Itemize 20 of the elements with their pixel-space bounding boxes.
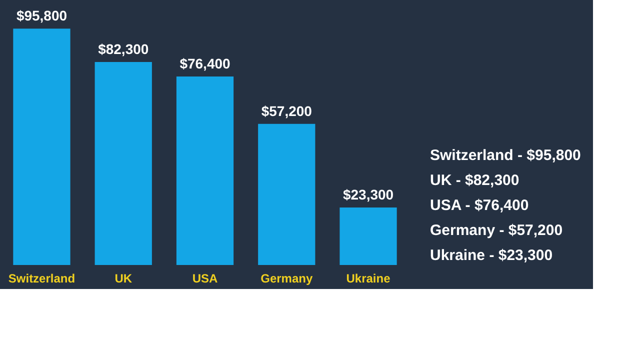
bar bbox=[13, 28, 70, 265]
x-tick-label: Switzerland bbox=[8, 272, 76, 286]
data-label: $82,300 bbox=[98, 40, 149, 57]
data-label: $76,400 bbox=[180, 56, 231, 72]
data-label: $57,200 bbox=[261, 102, 312, 119]
x-tick-label: USA bbox=[192, 272, 218, 286]
bar bbox=[340, 208, 397, 265]
x-tick-label: UK bbox=[114, 272, 132, 286]
x-tick-label: Germany bbox=[260, 272, 313, 286]
bar bbox=[94, 62, 152, 265]
data-label: $95,800 bbox=[16, 8, 68, 24]
data-label: $23,300 bbox=[342, 186, 394, 203]
text: USA - $76,400 bbox=[430, 197, 529, 214]
bar bbox=[258, 124, 316, 265]
x-tick-label: Ukraine bbox=[346, 272, 391, 286]
text: Ukraine - $23,300 bbox=[430, 247, 553, 264]
text: Switzerland - $95,800 bbox=[430, 147, 581, 164]
text: UK - $82,300 bbox=[430, 172, 520, 189]
text: Germany - $57,200 bbox=[430, 222, 563, 239]
bar bbox=[176, 76, 234, 265]
